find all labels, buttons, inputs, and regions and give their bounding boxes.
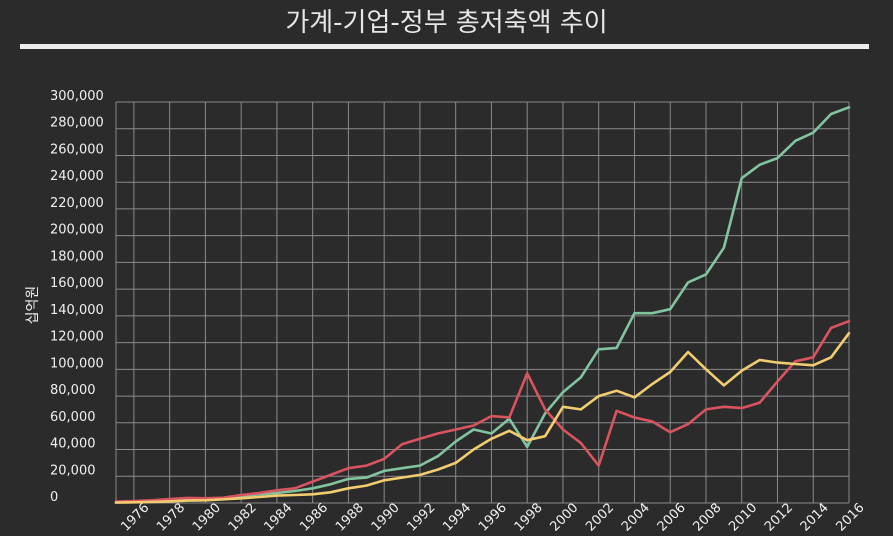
x-tick-label: 2016: [834, 501, 868, 535]
x-tick-label: 1990: [369, 501, 403, 535]
y-tick-label: 20,000: [50, 463, 96, 478]
x-tick-label: 2000: [547, 501, 581, 535]
x-tick-label: 1978: [154, 501, 188, 535]
series-line-2: [114, 319, 851, 503]
x-tick-label: 2014: [798, 501, 832, 535]
y-tick-label: 200,000: [50, 223, 104, 238]
y-axis-label: 십억원: [25, 286, 41, 325]
y-tick-label: 40,000: [50, 437, 96, 452]
x-tick-label: 2004: [619, 501, 653, 535]
x-tick-label: 1988: [333, 501, 367, 535]
x-tick-label: 1980: [190, 501, 224, 535]
series-line-3: [114, 331, 851, 504]
y-tick-label: 100,000: [50, 356, 104, 371]
y-tick-label: 280,000: [50, 116, 104, 131]
y-tick-label: 80,000: [50, 383, 96, 398]
x-axis-ticks: 1976 1978 1980 1982 1984 1986 1988 1990 1992 1994…: [118, 501, 867, 535]
y-tick-label: 220,000: [50, 196, 104, 211]
chart-title: 가계-기업-정부 총저축액 추이: [285, 8, 608, 38]
x-tick-label: 1996: [476, 501, 510, 535]
x-tick-label: 1986: [297, 501, 331, 535]
x-tick-label: 1998: [512, 501, 546, 535]
y-tick-label: 180,000: [50, 249, 104, 264]
x-tick-label: 2012: [762, 501, 796, 535]
x-tick-label: 1992: [404, 501, 438, 535]
y-tick-label: 160,000: [50, 276, 104, 291]
y-tick-label: 300,000: [50, 89, 104, 104]
x-tick-label: 1994: [440, 501, 474, 535]
x-tick-label: 2008: [690, 501, 724, 535]
title-underline: [20, 44, 869, 49]
grid-lines: [115, 101, 850, 504]
x-tick-label: 2002: [583, 501, 617, 535]
y-tick-label: 120,000: [50, 330, 104, 345]
x-tick-label: 1982: [226, 501, 260, 535]
x-tick-label: 1976: [118, 501, 152, 535]
y-axis-ticks: 0 20,000 40,000 60,000 80,000 100,000 120,000 1…: [50, 89, 104, 505]
x-tick-label: 2010: [726, 501, 760, 535]
y-tick-label: 0: [50, 490, 58, 505]
y-tick-label: 140,000: [50, 303, 104, 318]
x-tick-label: 1984: [261, 501, 295, 535]
y-tick-label: 60,000: [50, 410, 96, 425]
y-tick-label: 240,000: [50, 169, 104, 184]
series-lines: [114, 106, 851, 504]
y-tick-label: 260,000: [50, 142, 104, 157]
x-tick-label: 2006: [655, 501, 689, 535]
